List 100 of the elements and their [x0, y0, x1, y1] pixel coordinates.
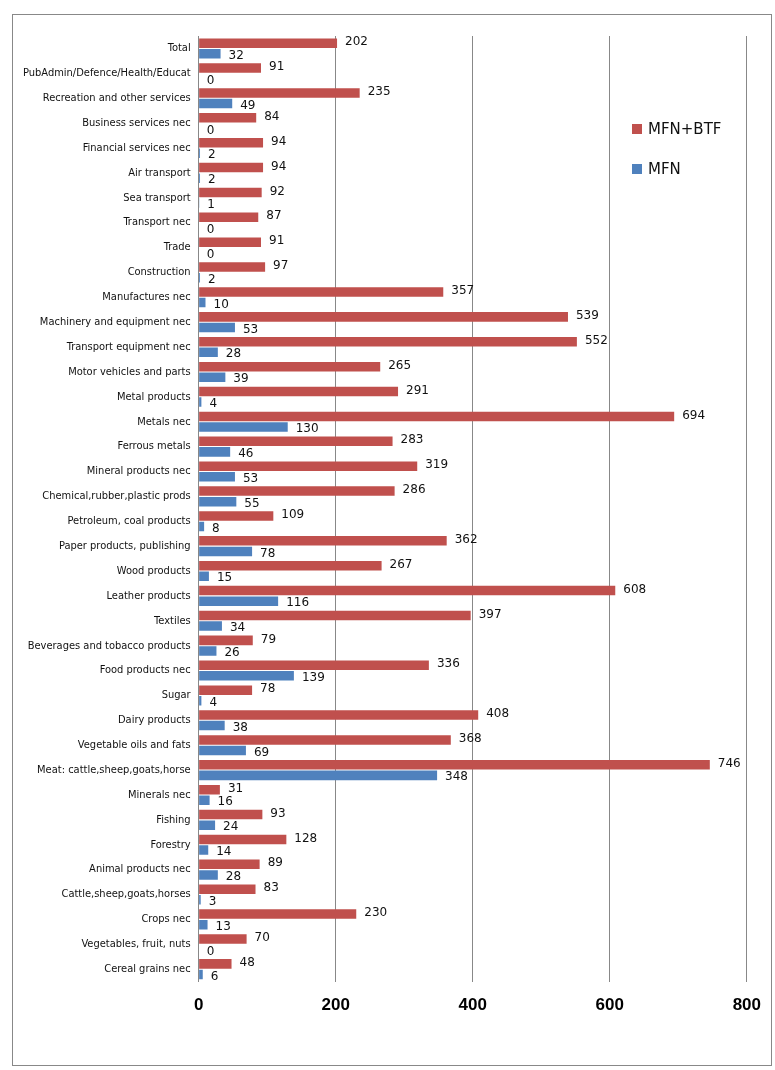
data-label: 91 [269, 59, 285, 74]
y-tick-label: Air transport [128, 165, 191, 179]
bar [199, 745, 246, 756]
bar [199, 486, 395, 496]
y-tick-label: Paper products, publishing [58, 538, 191, 552]
y-tick-label: Animal products nec [89, 862, 191, 876]
bar [199, 347, 218, 358]
y-tick-label: Dairy products [117, 713, 191, 727]
y-tick-label: Machinery and equipment nec [39, 315, 191, 329]
data-label: 408 [486, 706, 510, 721]
y-tick-label: Wood products [116, 563, 191, 577]
y-tick-label: Minerals nec [128, 787, 191, 801]
bar [199, 621, 222, 631]
y-tick-label: Petroleum, coal products [67, 514, 191, 528]
data-label: 1 [207, 197, 215, 212]
bar [199, 511, 274, 521]
bar [199, 635, 253, 646]
y-tick-label: Chemical,rubber,plastic prods [42, 489, 191, 503]
bar [199, 546, 253, 557]
bar [199, 571, 209, 582]
bar [199, 436, 393, 447]
data-label: 70 [254, 930, 270, 945]
data-label: 202 [345, 34, 368, 49]
data-label: 79 [260, 631, 277, 646]
data-label: 78 [260, 545, 276, 560]
data-label: 357 [451, 283, 475, 298]
data-label: 362 [454, 531, 478, 546]
bar [199, 720, 225, 731]
data-label: 26 [224, 645, 240, 660]
x-tick-label: 800 [732, 995, 762, 1015]
y-tick-label: Trade [162, 240, 191, 254]
bar [199, 870, 218, 880]
data-label: 265 [388, 357, 412, 372]
data-label: 16 [217, 794, 233, 809]
data-label: 0 [206, 943, 215, 958]
y-tick-label: Transport nec [122, 215, 191, 229]
bar [199, 162, 264, 173]
y-tick-label: Forestry [150, 837, 191, 851]
data-label: 92 [269, 183, 285, 198]
data-label: 24 [223, 819, 239, 834]
data-label: 694 [682, 407, 706, 422]
x-tick-label: 200 [321, 995, 350, 1015]
bar [199, 536, 447, 546]
data-label: 116 [286, 595, 310, 610]
bar [199, 113, 257, 123]
data-label: 746 [717, 755, 741, 770]
data-label: 139 [301, 669, 325, 684]
y-tick-label: Cereal grains nec [104, 962, 191, 976]
y-tick-label: Vegetables, fruit, nuts [81, 937, 191, 951]
bar [199, 710, 479, 720]
bar [199, 770, 438, 781]
y-tick-label: Business services nec [82, 115, 191, 129]
data-label: 93 [270, 805, 286, 820]
data-label: 230 [364, 905, 388, 920]
bar [199, 610, 471, 621]
data-label: 69 [253, 744, 270, 759]
data-label: 608 [623, 581, 647, 596]
y-tick-label: Crops nec [141, 912, 191, 926]
bar [199, 411, 675, 422]
bar [199, 820, 216, 830]
bar [199, 671, 294, 681]
y-tick-label: Metals nec [137, 414, 191, 428]
y-tick-label: Food products nec [99, 663, 191, 677]
data-label: 38 [232, 719, 248, 734]
data-label: 2 [208, 271, 216, 286]
bar [199, 934, 247, 944]
data-label: 4 [209, 396, 218, 411]
data-label: 28 [225, 869, 242, 884]
y-tick-label: Recreation and other services [42, 91, 191, 105]
legend-label: MFN [648, 160, 681, 178]
y-tick-label: Beverages and tobacco products [27, 638, 191, 652]
bar [199, 859, 260, 870]
bar [199, 38, 338, 48]
bar [199, 685, 253, 695]
bar [199, 386, 399, 397]
data-label: 3 [208, 893, 217, 908]
bar [199, 187, 262, 198]
data-label: 8 [212, 520, 220, 535]
data-label: 0 [206, 222, 215, 237]
data-label: 6 [210, 968, 219, 983]
bar [199, 596, 279, 606]
bar [199, 312, 568, 322]
x-tick-label: 600 [595, 995, 624, 1015]
data-label: 97 [273, 258, 289, 273]
data-label: 4 [209, 694, 218, 709]
bar [199, 585, 616, 596]
bar [199, 287, 444, 297]
y-tick-label: Sea transport [123, 190, 191, 204]
x-tick-label: 400 [458, 995, 487, 1015]
data-label: 78 [260, 681, 276, 696]
y-tick-label: Meat: cattle,sheep,goats,horse [37, 762, 191, 776]
y-tick-label: Textiles [153, 613, 191, 627]
data-label: 397 [478, 606, 502, 621]
y-tick-label: Fishing [156, 812, 191, 826]
bar [199, 795, 210, 806]
bar [199, 98, 233, 109]
data-label: 89 [267, 855, 283, 870]
data-label: 55 [244, 495, 260, 510]
bar [199, 262, 266, 272]
data-label: 53 [242, 470, 259, 485]
